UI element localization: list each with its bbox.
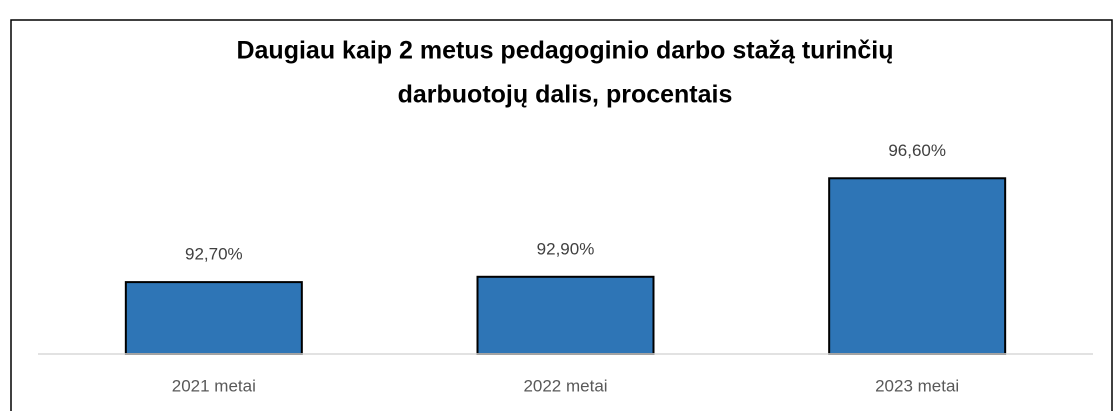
x-tick-label: 2022 metai bbox=[523, 376, 607, 395]
x-tick-label: 2023 metai bbox=[875, 376, 959, 395]
value-label: 92,90% bbox=[537, 239, 595, 258]
bar bbox=[124, 281, 303, 355]
chart-title: darbuotojų dalis, procentais bbox=[398, 81, 733, 109]
x-tick-label: 2021 metai bbox=[172, 376, 256, 395]
chart-title: Daugiau kaip 2 metus pedagoginio darbo s… bbox=[236, 37, 893, 65]
value-label: 96,60% bbox=[888, 141, 946, 160]
value-label: 92,70% bbox=[185, 245, 243, 264]
bar bbox=[828, 177, 1007, 355]
bar bbox=[476, 275, 655, 356]
